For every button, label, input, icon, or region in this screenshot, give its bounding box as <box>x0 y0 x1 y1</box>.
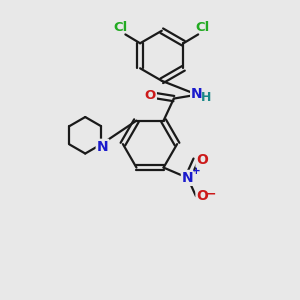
Text: H: H <box>201 91 211 104</box>
Text: N: N <box>97 140 108 154</box>
Text: N: N <box>191 87 202 101</box>
Text: O: O <box>196 189 208 203</box>
Text: O: O <box>196 153 208 166</box>
Text: N: N <box>182 171 194 185</box>
Text: O: O <box>145 88 156 101</box>
Text: Cl: Cl <box>114 21 128 34</box>
Text: +: + <box>192 167 200 176</box>
Text: −: − <box>206 187 217 200</box>
Text: Cl: Cl <box>196 21 210 34</box>
